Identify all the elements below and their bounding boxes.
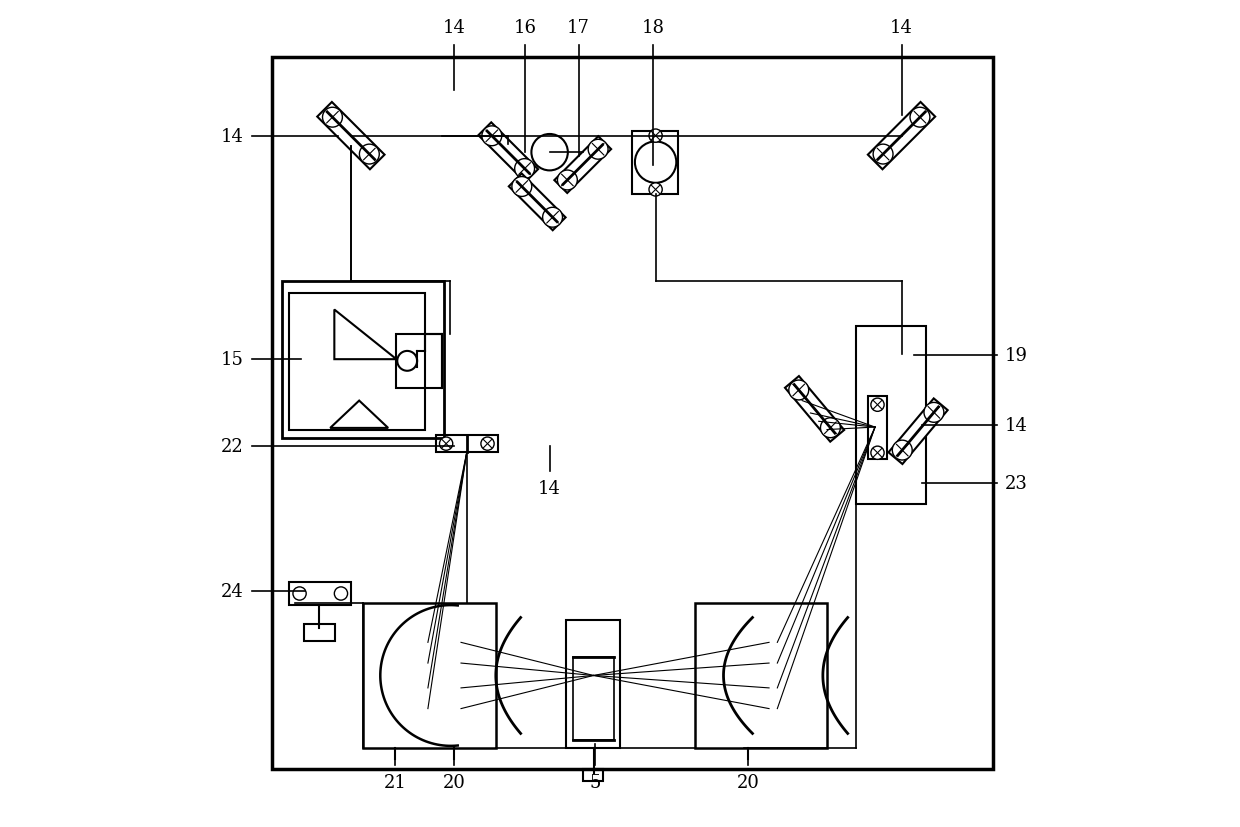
Circle shape (439, 437, 453, 451)
Bar (632, 132, 678, 194)
Polygon shape (330, 401, 388, 428)
Circle shape (873, 145, 893, 165)
Text: 16: 16 (513, 19, 536, 37)
Text: 20: 20 (737, 773, 760, 791)
Polygon shape (554, 137, 611, 194)
Circle shape (870, 399, 884, 412)
Bar (567, 620, 620, 748)
Text: 15: 15 (221, 351, 243, 369)
Bar (363, 604, 496, 748)
Polygon shape (335, 310, 397, 360)
Bar (583, 769, 604, 782)
Bar (289, 294, 425, 430)
Polygon shape (785, 376, 844, 442)
Text: 14: 14 (443, 19, 466, 37)
Bar (283, 281, 444, 438)
Polygon shape (317, 103, 384, 170)
Circle shape (397, 351, 417, 371)
Text: 14: 14 (221, 127, 243, 146)
Bar (273, 58, 992, 769)
Text: 14: 14 (538, 480, 560, 498)
Polygon shape (889, 399, 947, 465)
Circle shape (481, 437, 495, 451)
Text: 22: 22 (221, 437, 243, 456)
Polygon shape (479, 123, 538, 183)
Circle shape (558, 171, 578, 191)
Circle shape (893, 441, 913, 461)
Circle shape (870, 447, 884, 460)
Bar (289, 582, 351, 605)
Text: 21: 21 (383, 773, 407, 791)
Circle shape (635, 142, 676, 184)
Text: 19: 19 (1004, 347, 1028, 365)
Circle shape (322, 108, 342, 128)
Circle shape (649, 184, 662, 197)
Circle shape (532, 135, 568, 171)
Circle shape (482, 127, 502, 146)
Circle shape (924, 403, 944, 423)
Polygon shape (868, 103, 935, 170)
Text: 18: 18 (641, 19, 665, 37)
Circle shape (910, 108, 930, 128)
Circle shape (649, 130, 662, 143)
Bar (573, 657, 614, 740)
Circle shape (543, 208, 563, 228)
Circle shape (821, 418, 841, 438)
Text: 20: 20 (443, 773, 466, 791)
Bar (856, 327, 926, 504)
Text: 24: 24 (221, 582, 243, 600)
Circle shape (360, 145, 379, 165)
Circle shape (588, 140, 608, 160)
Text: 23: 23 (1004, 475, 1028, 493)
Circle shape (515, 160, 534, 179)
Circle shape (512, 177, 532, 197)
Circle shape (293, 587, 306, 600)
Circle shape (335, 587, 347, 600)
Text: 5: 5 (589, 773, 601, 791)
Bar (304, 624, 335, 641)
Polygon shape (508, 174, 565, 231)
Text: 14: 14 (890, 19, 913, 37)
Text: 17: 17 (567, 19, 590, 37)
Bar (694, 604, 827, 748)
Text: 14: 14 (1004, 417, 1028, 435)
Bar (868, 397, 887, 459)
Bar (397, 335, 441, 389)
Bar (436, 436, 498, 452)
Circle shape (789, 380, 808, 400)
